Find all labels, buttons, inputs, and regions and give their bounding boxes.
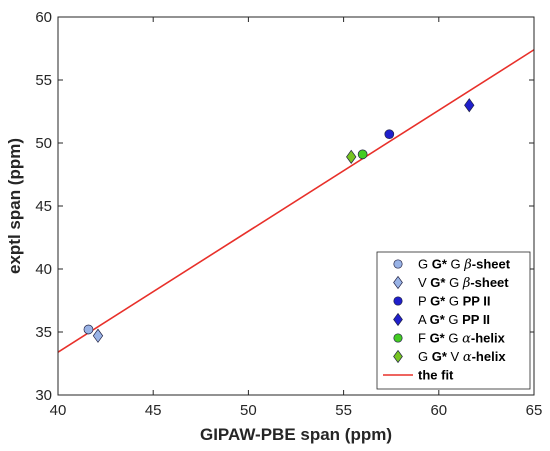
y-tick-label-1: 35 bbox=[35, 324, 52, 341]
y-tick-label-5: 55 bbox=[35, 72, 52, 89]
legend-label-2: P G* G PP II bbox=[418, 294, 491, 309]
legend: G G* G β-sheet V G* G β-sheet P G* G PP II… bbox=[376, 251, 531, 390]
data-point-1-0 bbox=[92, 328, 104, 343]
legend-label-3: A G* G PP II bbox=[418, 312, 490, 327]
data-point-2-0 bbox=[384, 129, 395, 140]
x-axis-label: GIPAW-PBE span (ppm) bbox=[200, 425, 392, 444]
data-point-5-0 bbox=[346, 149, 357, 164]
x-tick-label-4: 60 bbox=[430, 402, 447, 419]
data-points bbox=[83, 98, 475, 343]
legend-marker-4 bbox=[393, 333, 403, 343]
y-axis-label: exptl span (ppm) bbox=[5, 138, 24, 274]
legend-marker-2 bbox=[393, 296, 403, 306]
fit-line-group bbox=[57, 49, 535, 353]
data-point-0-0 bbox=[83, 324, 94, 335]
legend-marker-1 bbox=[393, 275, 403, 290]
data-point-3-0 bbox=[464, 98, 475, 113]
legend-label-0: G G* G β-sheet bbox=[418, 257, 511, 273]
x-tick-label-2: 50 bbox=[240, 402, 257, 419]
y-tick-label-6: 60 bbox=[35, 9, 52, 26]
legend-box bbox=[376, 251, 531, 390]
legend-label-1: V G* G β-sheet bbox=[418, 275, 509, 291]
fit-line bbox=[57, 49, 535, 353]
y-tick-label-2: 40 bbox=[35, 261, 52, 278]
x-tick-label-0: 40 bbox=[50, 402, 67, 419]
legend-marker-0 bbox=[393, 259, 403, 269]
legend-label-5: G G* V α-helix bbox=[418, 349, 506, 365]
data-point-4-0 bbox=[357, 149, 368, 160]
y-tick-label-3: 45 bbox=[35, 198, 52, 215]
x-tick-label-5: 65 bbox=[526, 402, 543, 419]
x-tick-label-1: 45 bbox=[145, 402, 162, 419]
axes: 40 45 50 55 60 65 30 35 40 45 50 55 60 bbox=[35, 9, 542, 419]
legend-label-4: F G* G α-helix bbox=[418, 331, 506, 347]
legend-marker-3 bbox=[393, 312, 403, 327]
y-tick-label-0: 30 bbox=[35, 387, 52, 404]
legend-marker-5 bbox=[393, 349, 403, 364]
legend-fit-label: the fit bbox=[418, 368, 454, 383]
y-tick-label-4: 50 bbox=[35, 135, 52, 152]
x-tick-label-3: 55 bbox=[335, 402, 352, 419]
